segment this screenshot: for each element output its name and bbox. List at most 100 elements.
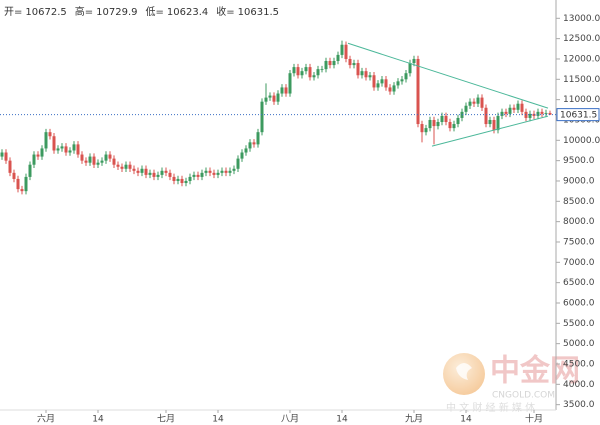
candle-body (144, 168, 148, 175)
candle-body (196, 174, 200, 177)
candle-body (392, 85, 396, 92)
candle-body (528, 113, 532, 118)
candle-body (208, 170, 212, 173)
candle-body (216, 172, 220, 175)
candle-body (344, 44, 348, 59)
header-label: 高= (75, 5, 93, 18)
candle-body (368, 75, 372, 78)
candle-body (280, 87, 284, 94)
header-value: 10729.9 (96, 7, 137, 18)
watermark-slogan: 中 文 财 经 新 媒 体 (446, 401, 535, 414)
candle-body (260, 101, 264, 133)
candle-body (384, 79, 388, 88)
candle-body (32, 154, 36, 165)
candle-body (176, 178, 180, 181)
candle-body (184, 180, 188, 184)
candle-body (300, 71, 304, 76)
candle-body (440, 115, 444, 123)
candle-body (332, 61, 336, 66)
candle-body (504, 111, 508, 114)
price-label-box (556, 108, 600, 122)
candle-body (480, 97, 484, 108)
candle-body (424, 128, 428, 133)
trendline (347, 42, 549, 109)
header-label: 开= (4, 7, 22, 18)
candle-body (348, 58, 352, 66)
candle-body (316, 69, 320, 76)
candle-body (64, 146, 68, 153)
candle-body (148, 172, 152, 175)
watermark-brand: 中金网 (490, 354, 580, 389)
y-tick-label: 12500.0 (563, 34, 600, 44)
y-tick-label: 12000.0 (563, 54, 600, 64)
candle-body (232, 168, 236, 171)
candle-body (76, 144, 80, 155)
candle-body (180, 178, 184, 184)
candle-body (408, 63, 412, 74)
candle-body (420, 124, 424, 133)
candle-body (136, 170, 140, 173)
candle-body (276, 93, 280, 102)
candle-body (472, 101, 476, 104)
candle-body (400, 79, 404, 82)
x-tick-label: 14 (460, 415, 472, 425)
candle-body (88, 156, 92, 163)
x-tick-label: 14 (336, 415, 348, 425)
candle-body (404, 73, 408, 80)
y-tick-label: 10000.0 (563, 136, 600, 146)
candle-body (44, 132, 48, 149)
candle-body (412, 58, 416, 64)
candle-body (172, 176, 176, 181)
candle-body (96, 162, 100, 165)
candle-body (336, 54, 340, 62)
candle-body (228, 170, 232, 173)
y-tick-label: 7000.0 (563, 258, 595, 268)
candle-body (380, 79, 384, 84)
x-tick-label: 14 (212, 415, 224, 425)
candle-body (320, 69, 324, 70)
candle-body (240, 152, 244, 159)
y-tick-label: 4000.0 (563, 380, 595, 390)
candle-body (476, 97, 480, 104)
candle-body (356, 63, 360, 76)
candle-body (388, 87, 392, 92)
y-tick-label: 6000.0 (563, 298, 595, 308)
candle-body (20, 189, 24, 192)
header-label: 收= (216, 5, 234, 18)
candle-body (416, 58, 420, 125)
candle-body (236, 158, 240, 169)
y-tick-label: 11500.0 (563, 75, 600, 85)
candle-body (296, 67, 300, 76)
candle-body (304, 67, 308, 72)
candle-body (104, 154, 108, 161)
candle-body (464, 105, 468, 112)
candle-body (268, 95, 272, 98)
candle-body (56, 148, 60, 151)
candle-body (24, 176, 28, 192)
candle-body (108, 154, 112, 159)
candle-body (116, 164, 120, 167)
x-tick-label: 十月 (525, 413, 543, 425)
candle-body (132, 168, 136, 171)
candle-body (312, 75, 316, 78)
x-tick-label: 六月 (37, 413, 55, 425)
candle-body (164, 170, 168, 173)
y-tick-label: 3500.0 (563, 400, 595, 410)
candle-body (444, 115, 448, 123)
candle-body (340, 44, 344, 55)
candle-body (508, 107, 512, 114)
ohlc-header: 开= 10672.5 高= 10729.9 低= 10623.4 收= 10631.5 (4, 5, 279, 18)
candle-body (120, 166, 124, 169)
watermark: 中金网 CNGOLD.COM 中 文 财 经 新 媒 体 (443, 353, 580, 414)
candle-body (396, 81, 400, 86)
y-tick-label: 13000.0 (563, 14, 600, 24)
candle-body (12, 172, 16, 179)
candle-body (500, 111, 504, 116)
candle-body (496, 115, 500, 131)
candle-body (224, 170, 228, 173)
candle-body (40, 148, 44, 157)
candle-body (244, 148, 248, 153)
y-tick-label: 6500.0 (563, 278, 595, 288)
y-tick-label: 5500.0 (563, 319, 595, 329)
